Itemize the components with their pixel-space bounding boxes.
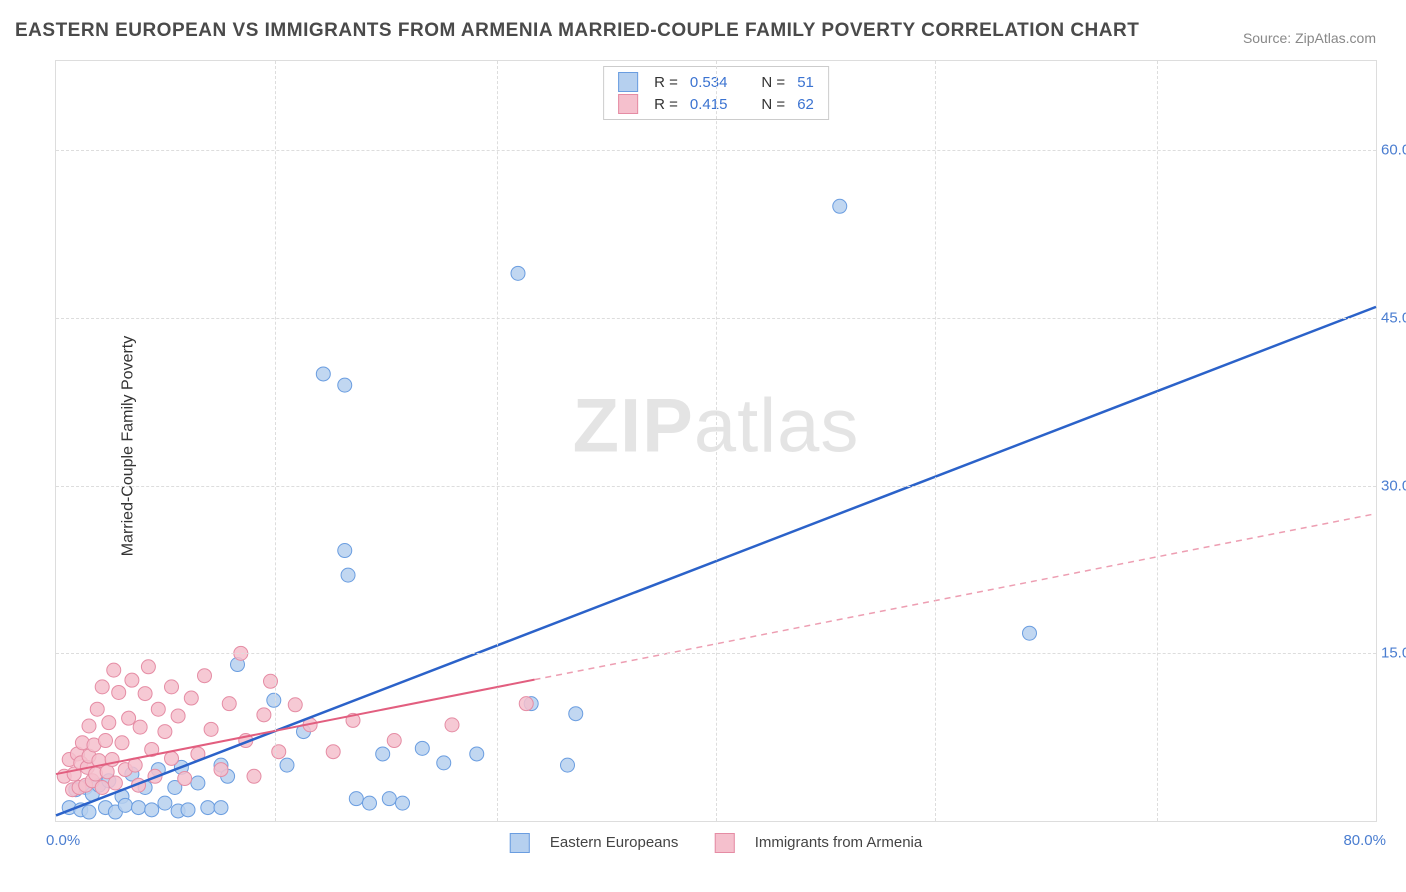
data-point — [341, 568, 355, 582]
data-point — [280, 758, 294, 772]
data-point — [382, 792, 396, 806]
y-tick-label: 60.0% — [1381, 142, 1406, 159]
data-point — [511, 266, 525, 280]
data-point — [125, 673, 139, 687]
data-point — [387, 734, 401, 748]
n-value: 62 — [791, 93, 820, 115]
y-tick-label: 15.0% — [1381, 645, 1406, 662]
x-axis-origin: 0.0% — [46, 832, 80, 849]
data-point — [349, 792, 363, 806]
data-point — [1023, 626, 1037, 640]
data-point — [178, 772, 192, 786]
data-point — [158, 725, 172, 739]
data-point — [214, 801, 228, 815]
legend-item: Eastern Europeans — [502, 834, 691, 851]
plot-area: ZIPatlas R = 0.534 N = 51 R = 0.415 — [55, 60, 1377, 822]
r-label: R = — [648, 71, 684, 93]
data-point — [437, 756, 451, 770]
y-tick-label: 30.0% — [1381, 477, 1406, 494]
r-label: R = — [648, 93, 684, 115]
data-point — [338, 378, 352, 392]
gridline — [716, 61, 717, 821]
data-point — [222, 697, 236, 711]
legend-item: Immigrants from Armenia — [707, 834, 931, 851]
swatch-icon — [618, 94, 638, 114]
data-point — [272, 745, 286, 759]
data-point — [288, 698, 302, 712]
data-point — [204, 722, 218, 736]
trend-line-extrapolated — [535, 514, 1377, 680]
data-point — [165, 751, 179, 765]
series-label: Eastern Europeans — [550, 834, 678, 851]
n-label: N = — [755, 71, 791, 93]
gridline — [1157, 61, 1158, 821]
data-point — [141, 660, 155, 674]
data-point — [82, 719, 96, 733]
data-point — [82, 805, 96, 819]
data-point — [569, 707, 583, 721]
y-tick-label: 45.0% — [1381, 310, 1406, 327]
gridline — [275, 61, 276, 821]
data-point — [95, 780, 109, 794]
data-point — [133, 720, 147, 734]
data-point — [519, 697, 533, 711]
source-label: Source: ZipAtlas.com — [1243, 30, 1376, 46]
data-point — [267, 693, 281, 707]
data-point — [107, 663, 121, 677]
n-value: 51 — [791, 71, 820, 93]
data-point — [247, 769, 261, 783]
chart-title: EASTERN EUROPEAN VS IMMIGRANTS FROM ARME… — [15, 20, 1139, 42]
trend-line — [56, 680, 535, 774]
data-point — [376, 747, 390, 761]
data-point — [561, 758, 575, 772]
data-point — [316, 367, 330, 381]
swatch-icon — [618, 72, 638, 92]
data-point — [95, 680, 109, 694]
data-point — [470, 747, 484, 761]
chart-container: EASTERN EUROPEAN VS IMMIGRANTS FROM ARME… — [0, 0, 1406, 892]
data-point — [201, 801, 215, 815]
data-point — [338, 544, 352, 558]
data-point — [214, 763, 228, 777]
data-point — [257, 708, 271, 722]
legend-series: Eastern Europeans Immigrants from Armeni… — [494, 833, 938, 853]
data-point — [171, 709, 185, 723]
r-value: 0.534 — [684, 71, 734, 93]
data-point — [102, 716, 116, 730]
x-axis-end: 80.0% — [1343, 832, 1386, 849]
data-point — [191, 776, 205, 790]
series-label: Immigrants from Armenia — [755, 834, 923, 851]
data-point — [396, 796, 410, 810]
data-point — [151, 702, 165, 716]
data-point — [145, 803, 159, 817]
data-point — [165, 680, 179, 694]
data-point — [118, 798, 132, 812]
data-point — [108, 776, 122, 790]
data-point — [198, 669, 212, 683]
data-point — [158, 796, 172, 810]
data-point — [132, 801, 146, 815]
swatch-icon — [510, 833, 530, 853]
data-point — [833, 199, 847, 213]
data-point — [90, 702, 104, 716]
data-point — [138, 687, 152, 701]
data-point — [99, 734, 113, 748]
data-point — [122, 711, 136, 725]
n-label: N = — [755, 93, 791, 115]
swatch-icon — [715, 833, 735, 853]
gridline — [497, 61, 498, 821]
data-point — [115, 736, 129, 750]
data-point — [326, 745, 340, 759]
data-point — [184, 691, 198, 705]
gridline — [935, 61, 936, 821]
data-point — [445, 718, 459, 732]
data-point — [363, 796, 377, 810]
data-point — [112, 685, 126, 699]
data-point — [181, 803, 195, 817]
r-value: 0.415 — [684, 93, 734, 115]
data-point — [415, 741, 429, 755]
